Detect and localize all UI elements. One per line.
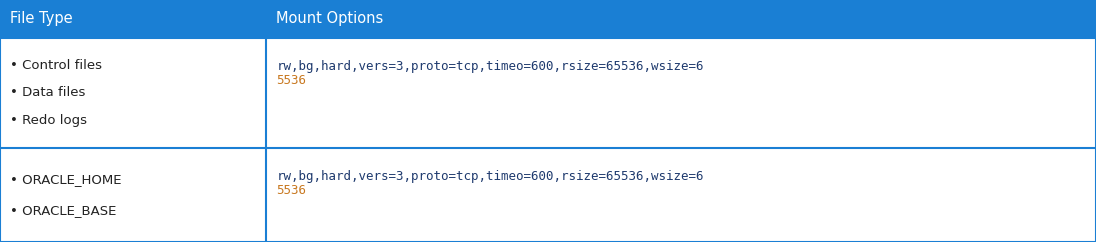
Text: 5536: 5536 xyxy=(276,184,306,197)
Text: • ORACLE_BASE: • ORACLE_BASE xyxy=(10,204,116,217)
Bar xyxy=(0,0,1096,38)
Text: • Data files: • Data files xyxy=(10,86,85,99)
Bar xyxy=(0,38,1096,148)
Bar xyxy=(0,148,1096,242)
Text: Mount Options: Mount Options xyxy=(276,12,384,27)
Text: File Type: File Type xyxy=(10,12,72,27)
Text: rw,bg,hard,vers=3,proto=tcp,timeo=600,rsize=65536,wsize=6: rw,bg,hard,vers=3,proto=tcp,timeo=600,rs… xyxy=(276,60,704,73)
Text: • Redo logs: • Redo logs xyxy=(10,114,87,127)
Text: 5536: 5536 xyxy=(276,74,306,87)
Text: rw,bg,hard,vers=3,proto=tcp,timeo=600,rsize=65536,wsize=6: rw,bg,hard,vers=3,proto=tcp,timeo=600,rs… xyxy=(276,170,704,183)
Text: • Control files: • Control files xyxy=(10,59,102,72)
Text: • ORACLE_HOME: • ORACLE_HOME xyxy=(10,173,122,186)
